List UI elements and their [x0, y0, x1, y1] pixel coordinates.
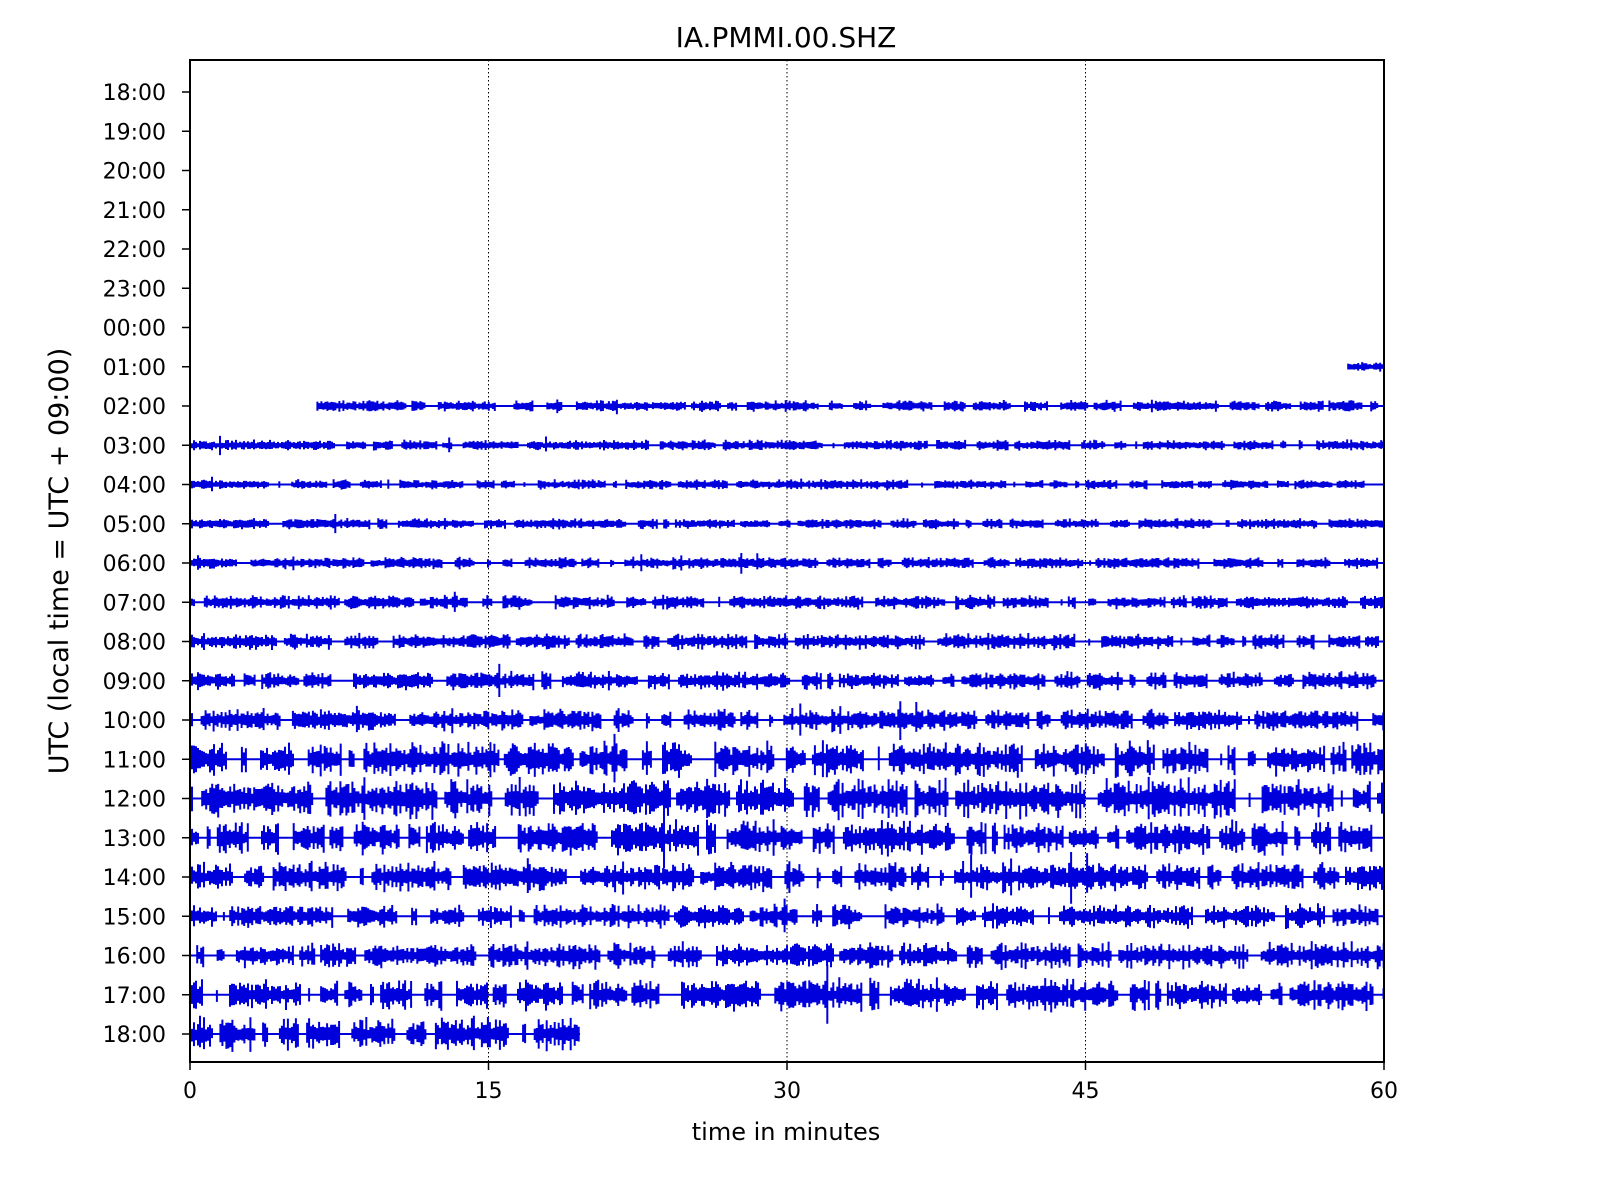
y-tick-label: 14:00	[103, 866, 166, 891]
y-tick-label: 11:00	[103, 748, 166, 773]
y-tick-label: 04:00	[103, 474, 166, 499]
y-tick-label: 18:00	[103, 1023, 166, 1048]
y-tick-label: 13:00	[103, 827, 166, 852]
y-tick-label: 02:00	[103, 395, 166, 420]
y-tick-label: 05:00	[103, 513, 166, 538]
y-tick-label: 09:00	[103, 670, 166, 695]
y-tick-label: 21:00	[103, 199, 166, 224]
y-tick-label: 00:00	[103, 317, 166, 342]
x-axis-title: time in minutes	[692, 1118, 881, 1146]
y-tick-label: 19:00	[103, 120, 166, 145]
chart-title: IA.PMMI.00.SHZ	[676, 21, 897, 54]
y-tick-label: 23:00	[103, 277, 166, 302]
y-tick-label: 07:00	[103, 591, 166, 616]
x-tick-label: 60	[1370, 1079, 1398, 1104]
y-tick-label: 08:00	[103, 631, 166, 656]
y-axis-title: UTC (local time = UTC + 09:00)	[44, 348, 75, 775]
x-tick-label: 15	[475, 1079, 503, 1104]
y-tick-label: 03:00	[103, 434, 166, 459]
y-tick-label: 16:00	[103, 945, 166, 970]
y-tick-label: 17:00	[103, 984, 166, 1009]
x-axis-ticks: 0 15 30 45 60	[183, 1062, 1398, 1104]
y-tick-label: 01:00	[103, 356, 166, 381]
y-tick-label: 20:00	[103, 160, 166, 185]
y-tick-label: 06:00	[103, 552, 166, 577]
y-tick-label: 12:00	[103, 788, 166, 813]
x-tick-label: 45	[1072, 1079, 1100, 1104]
x-tick-label: 0	[183, 1079, 197, 1104]
y-tick-label: 10:00	[103, 709, 166, 734]
y-tick-label: 18:00	[103, 81, 166, 106]
y-axis-ticks: 18:00 19:00 20:00 21:00 22:00 23:00 00:00 01:00…	[103, 81, 190, 1048]
y-tick-label: 22:00	[103, 238, 166, 263]
y-tick-label: 15:00	[103, 905, 166, 930]
x-tick-label: 30	[773, 1079, 801, 1104]
